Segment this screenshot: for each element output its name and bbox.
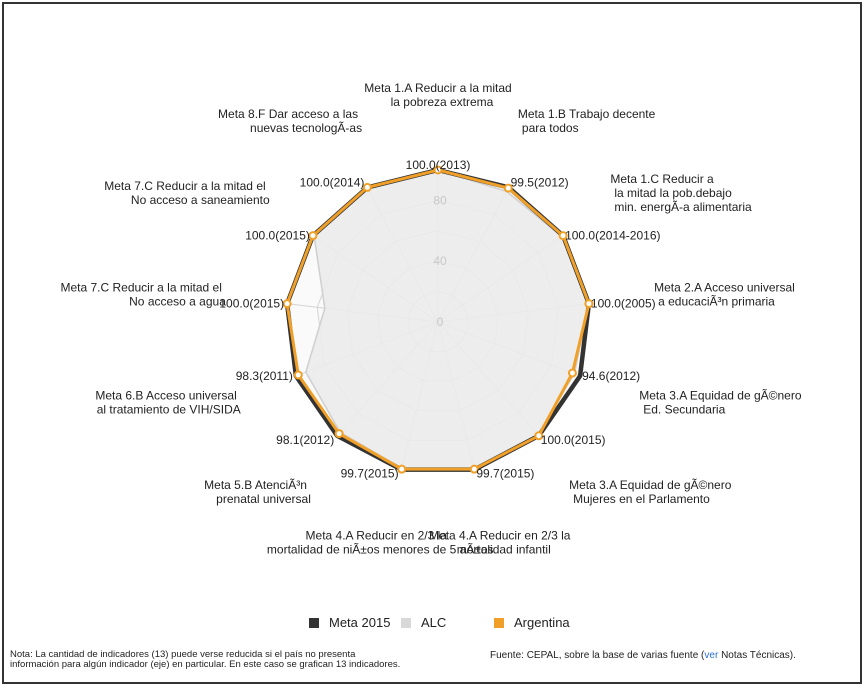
data-points (282, 165, 594, 474)
data-point-argentina (282, 299, 292, 309)
axis-label-line: Meta 6.B Acceso universal (95, 389, 236, 403)
axis-label-line: al tratamiento de VIH/SIDA (97, 403, 241, 417)
value-label: 99.5(2012) (511, 175, 569, 189)
tick-label: 40 (433, 254, 447, 268)
tick-label: 0 (437, 315, 444, 329)
data-point-argentina (534, 431, 544, 441)
source-prefix: Fuente: CEPAL, sobre la base de varias f… (490, 650, 705, 661)
value-label: 100.0(2015) (219, 297, 284, 311)
axis-label-line: Meta 7.C Reducir a la mitad el (60, 281, 221, 295)
value-label: 98.3(2011) (236, 369, 293, 383)
axis-label-line: Meta 5.B AtenciÃ³n (204, 478, 307, 492)
axis-label: Meta 7.C Reducir a la mitad el No acceso … (104, 179, 270, 207)
legend-item-meta[interactable]: Meta 2015 (309, 615, 390, 630)
tick-labels: 0 40 80 (433, 193, 447, 329)
legend-label-meta: Meta 2015 (329, 615, 391, 630)
axis-label-line: la mitad la pob.debajo (614, 186, 732, 200)
footnote: Nota: La cantidad de indicadores (13) pu… (10, 649, 401, 670)
data-point-argentina (362, 182, 372, 192)
value-labels: 100.0(2013) 99.5(2012) 100.0(2014-2016) 100… (219, 158, 660, 481)
axis-label: Meta 1.C Reducir a la mitad la pob.debajo… (610, 172, 752, 214)
value-label: 99.7(2015) (341, 467, 399, 481)
axis-label: Meta 4.A Reducir en 2/3 la mortalidad de … (267, 528, 494, 556)
axis-label-line: Meta 1.C Reducir a (610, 172, 714, 186)
data-point-argentina (397, 464, 407, 474)
legend-label-alc: ALC (421, 615, 447, 630)
axis-label-line: Meta 8.F Dar acceso a las (218, 107, 358, 121)
axis-label-line: a educaciÃ³n primaria (658, 295, 775, 309)
data-point-argentina (293, 370, 303, 380)
axis-label-line: Meta 1.A Reducir a la mitad (364, 81, 511, 95)
value-label: 100.0(2015) (245, 229, 310, 243)
axis-label-line: Meta 3.A Equidad de gÃ©nero (569, 478, 732, 492)
axis-label-line: Meta 3.A Equidad de gÃ©nero (639, 389, 802, 403)
axis-label-line: Ed. Secundaria (643, 403, 725, 417)
axis-label-line: Meta 7.C Reducir a la mitad el (104, 179, 265, 193)
axis-label: Meta 3.A Equidad de gÃ©nero Ed. Secundari… (639, 389, 802, 417)
value-label: 100.0(2014) (300, 175, 365, 189)
axis-label: Meta 5.B AtenciÃ³n prenatal universal (204, 478, 311, 506)
legend-item-argentina[interactable]: Argentina (494, 615, 570, 630)
axis-label: Meta 6.B Acceso universal al tratamiento … (95, 389, 240, 417)
axis-label-line: Meta 4.A Reducir en 2/3 la (429, 528, 571, 542)
axis-label-line: prenatal universal (216, 492, 311, 506)
axis-label-line: Meta 4.A Reducir en 2/3 la (306, 528, 448, 542)
axis-label: Meta 1.A Reducir a la mitad la pobreza ex… (364, 81, 511, 109)
axis-label-line: la pobreza extrema (391, 95, 494, 109)
tick-label: 80 (433, 193, 447, 207)
data-point-argentina (469, 464, 479, 474)
axis-label-line: nuevas tecnologÃ-as (250, 121, 362, 135)
radar-chart: 0 40 80 100.0(2013) 99.5(2012) 100.0(2014-20… (60, 81, 801, 556)
value-label: 100.0(2013) (406, 158, 471, 172)
value-label: 100.0(2014-2016) (565, 229, 660, 243)
data-point-argentina (308, 231, 318, 241)
value-label: 100.0(2005) (591, 297, 656, 311)
axis-label-line: Meta 1.B Trabajo decente (518, 107, 656, 121)
series-argentina (285, 168, 591, 471)
legend-item-alc[interactable]: ALC (401, 615, 446, 630)
series-layer (284, 167, 592, 472)
value-label: 99.7(2015) (476, 467, 534, 481)
data-point-argentina (567, 368, 577, 378)
axis-label-line: Meta 2.A Acceso universal (654, 281, 795, 295)
axis-label-line: No acceso a saneamiento (131, 193, 270, 207)
legend-swatch-argentina (494, 617, 504, 628)
axis-label: Meta 1.B Trabajo decente para todos (518, 107, 656, 135)
value-label: 98.1(2012) (276, 433, 334, 447)
data-point-argentina (503, 183, 513, 193)
legend-label-argentina: Argentina (514, 615, 570, 630)
notas-tecnicas-link[interactable]: ver (704, 650, 719, 661)
data-point-argentina (584, 299, 594, 309)
axis-label-line: mortalidad de niÃ±os menores de 5 aÃ±os (267, 542, 494, 556)
axis-labels: Meta 1.A Reducir a la mitad la pobreza ex… (60, 81, 801, 556)
source-suffix: Notas Técnicas). (718, 650, 796, 661)
legend-swatch-alc (401, 617, 411, 628)
axis-label: Meta 4.A Reducir en 2/3 la mortalidad inf… (429, 528, 571, 556)
data-point-argentina (433, 165, 443, 175)
axis-label-line: para todos (522, 121, 579, 135)
source-note: Fuente: CEPAL, sobre la base de varias f… (490, 650, 796, 661)
axis-label-line: Mujeres en el Parlamento (573, 492, 710, 506)
axis-label: Meta 2.A Acceso universal a educaciÃ³n pr… (654, 281, 795, 309)
legend-swatch-meta (309, 617, 319, 628)
data-point-argentina (334, 429, 344, 439)
axis-label: Meta 8.F Dar acceso a las nuevas tecnolog… (218, 107, 362, 135)
value-label: 100.0(2015) (541, 433, 606, 447)
axis-label-line: mortalidad infantil (457, 542, 551, 556)
legend: Meta 2015 ALC Argentina (4, 615, 864, 635)
axis-label: Meta 7.C Reducir a la mitad el No acceso … (60, 281, 226, 309)
axis-label-line: min. energÃ-a alimentaria (614, 200, 752, 214)
value-label: 94.6(2012) (582, 369, 640, 383)
data-point-argentina (558, 231, 568, 241)
axis-label-line: No acceso a agua (129, 295, 226, 309)
axis-label: Meta 3.A Equidad de gÃ©nero Mujeres en el… (569, 478, 732, 506)
